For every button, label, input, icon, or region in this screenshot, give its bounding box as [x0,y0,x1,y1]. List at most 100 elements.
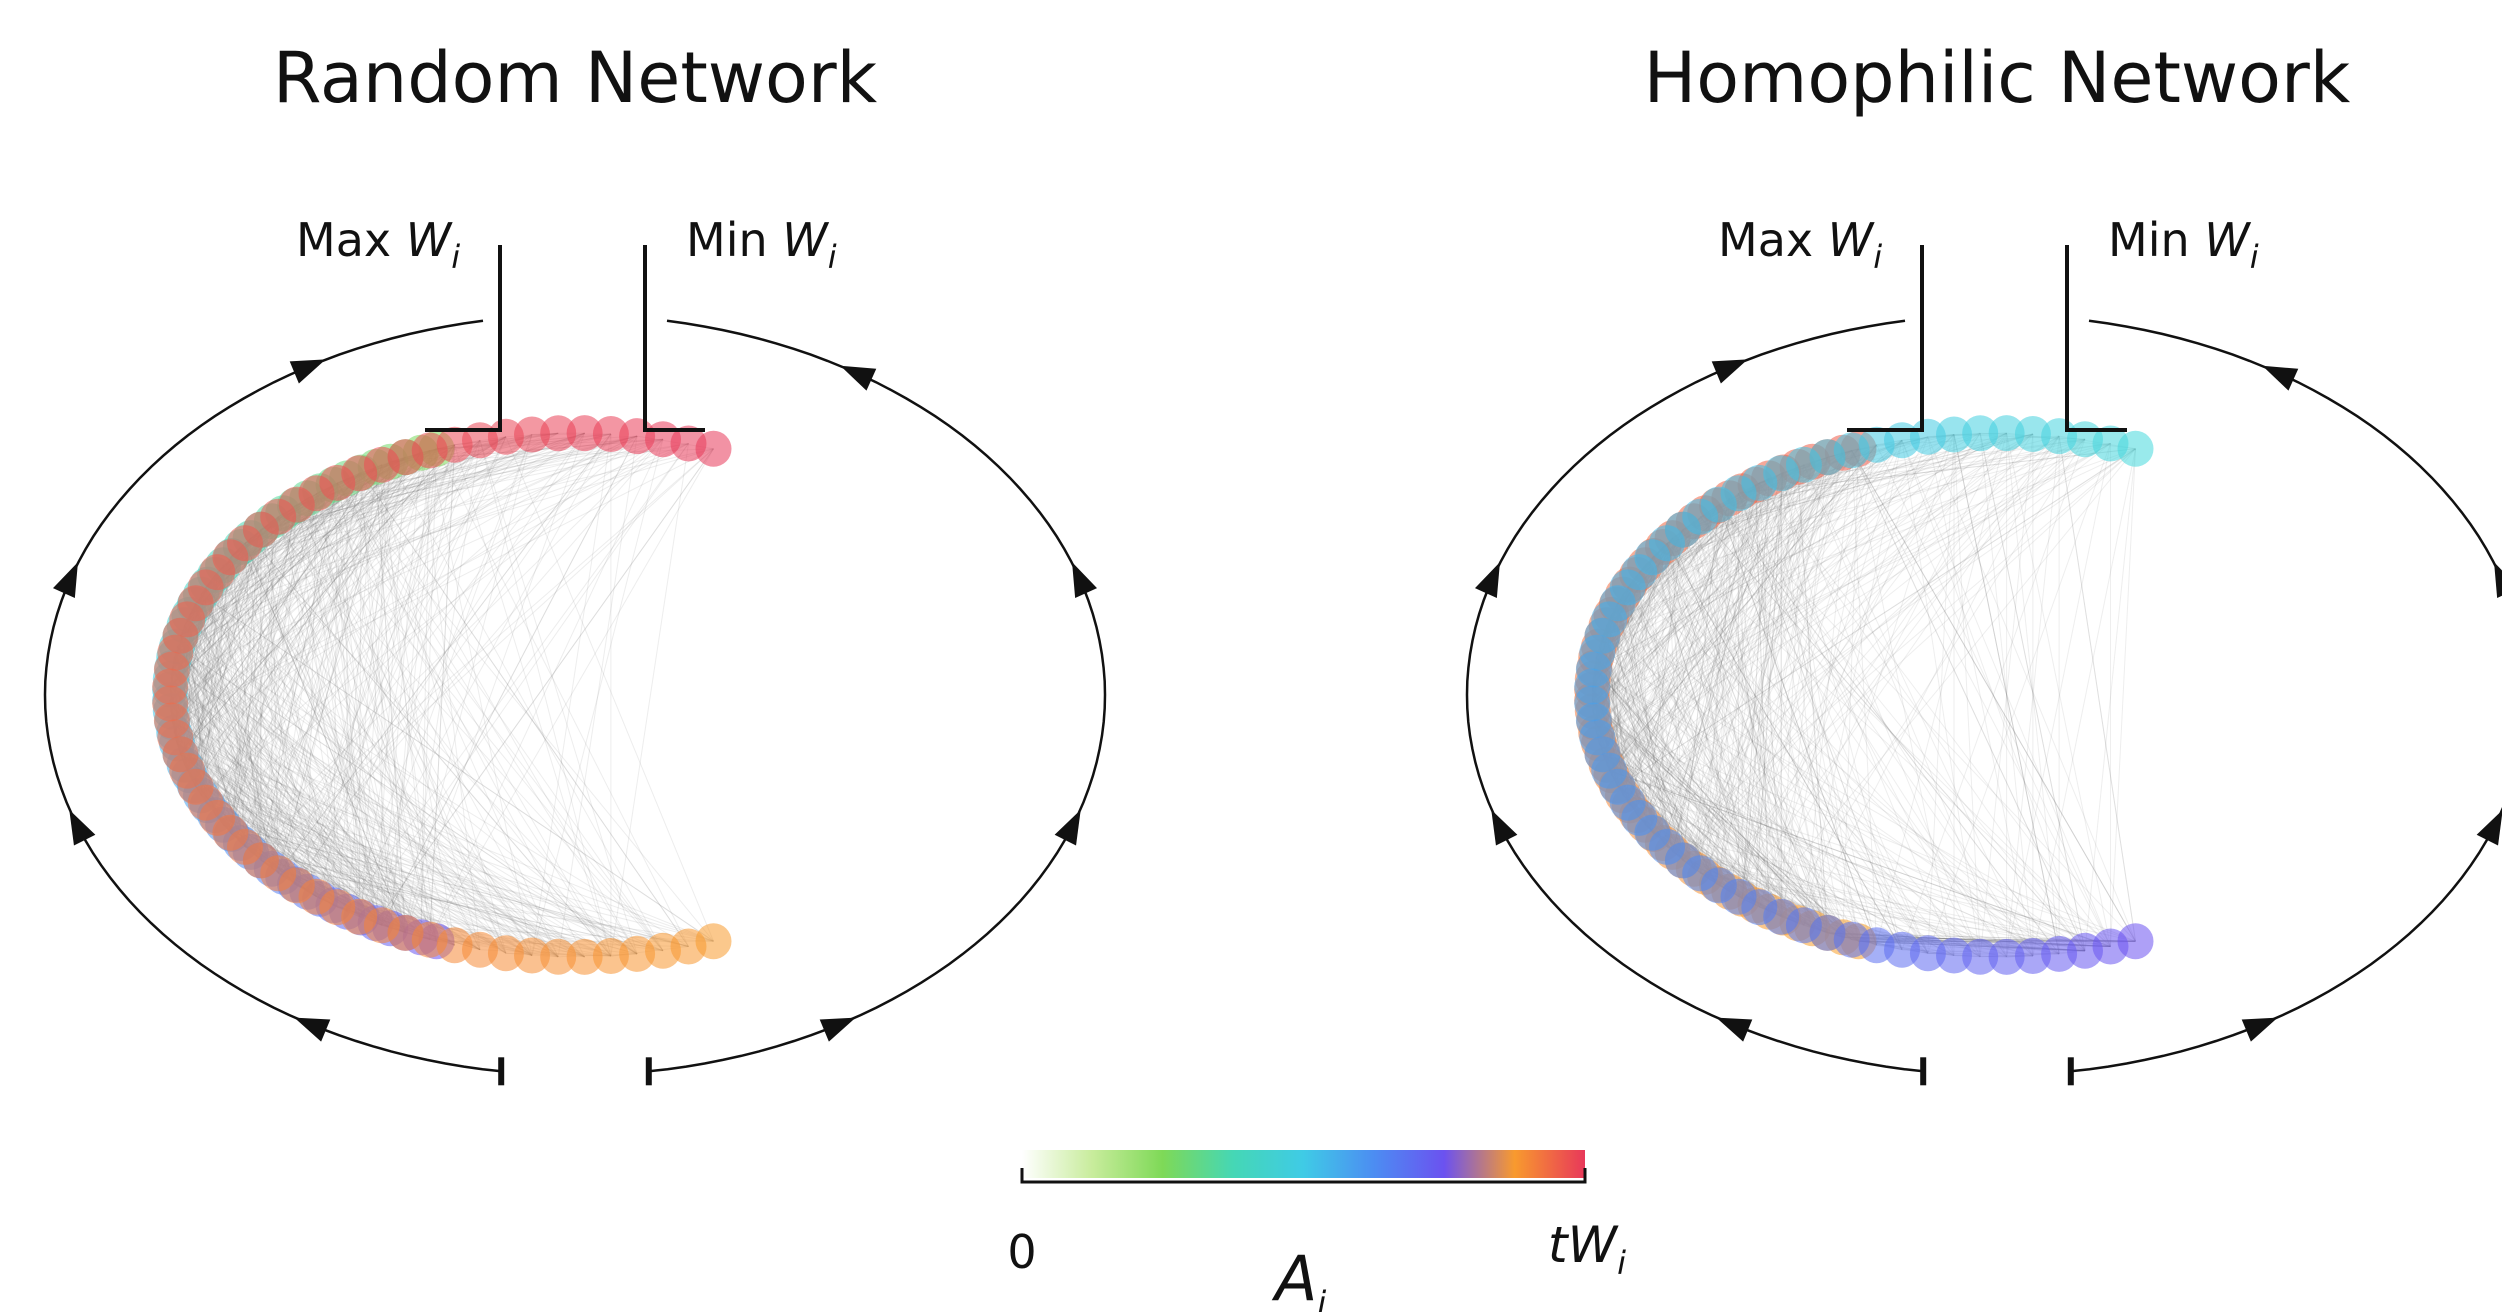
edge [1652,832,2136,942]
network-node [514,937,550,974]
edge [184,624,431,940]
edge [200,794,507,954]
edge [1591,703,1828,934]
edge [1616,466,1799,786]
edge [1627,493,1739,803]
edge [171,721,455,946]
edge [1609,770,2086,952]
edge [171,669,362,918]
edge [1602,635,2060,955]
edge [436,448,689,947]
edge [2058,436,2136,942]
edge [184,452,422,766]
edge [306,456,406,892]
edge [1738,493,1929,954]
edge [277,516,406,934]
edge [222,824,612,957]
edge [1876,432,2008,946]
edge [375,457,406,924]
edge [336,482,437,942]
edge [346,478,559,958]
edge [1662,472,1784,844]
edge [1716,498,1730,885]
flow-arrowhead [1072,562,1098,599]
edge [1979,433,2034,957]
edge [260,529,391,929]
edge [188,456,406,776]
edge [1617,439,1903,788]
edge [1666,542,2111,947]
edge [1598,646,1695,869]
edge [171,472,360,721]
edge [1593,667,1844,938]
edge [420,448,437,938]
edge [171,456,406,723]
edge [1602,635,1684,861]
edge [216,491,321,819]
edge [1591,700,1859,942]
edge [1780,439,2086,917]
flow-arrowhead [2262,365,2299,391]
edge [175,736,585,958]
edge [319,457,406,899]
network-node [2014,416,2051,452]
edge [180,438,664,637]
edge [260,529,338,908]
flow-arrowhead [1491,809,1518,846]
edge [1682,432,1981,861]
edge [1602,484,1756,755]
edge [429,439,664,940]
edge [1598,478,1770,744]
edge [180,635,533,956]
edge [1700,872,2111,947]
edge [188,614,422,938]
edge [1644,466,1799,825]
edge [1610,452,1844,776]
edge [1644,498,1730,825]
edge [187,443,689,620]
edge [1622,472,1784,796]
edge [229,529,262,833]
edge [1728,498,1770,912]
flow-arrowhead [840,365,877,391]
edge [1591,456,1828,701]
edge [1682,438,2086,531]
edge [1741,452,1844,899]
edge [214,435,638,816]
edge [171,439,481,723]
edge [1610,478,1770,776]
edge [1738,444,1878,897]
edge [294,443,689,507]
max-bracket-random [425,245,502,432]
edge [171,450,431,670]
edge [1693,448,1859,869]
edge [296,504,348,912]
edge [194,432,585,606]
edge [1901,439,2086,950]
edge [1700,872,2086,952]
edge [2006,433,2111,947]
edge [176,435,638,647]
edge [1662,546,1844,938]
edge [180,491,321,755]
edge [222,456,406,825]
edge [271,520,612,957]
colorbar-gradient [1022,1150,1585,1178]
edge [173,656,559,958]
edge [1953,434,1981,957]
edge [1741,466,1799,899]
edge [244,542,406,934]
edge [381,435,638,926]
network-node [514,416,550,453]
edge [1979,433,2086,951]
edge [171,721,383,926]
edge [1627,438,2086,803]
edge [186,472,362,771]
edge [250,851,612,957]
edge [200,594,406,934]
edge [1593,461,1813,723]
edge [1979,433,2086,951]
edge [1704,484,1756,877]
edge [169,686,585,958]
edge [1758,482,2086,951]
